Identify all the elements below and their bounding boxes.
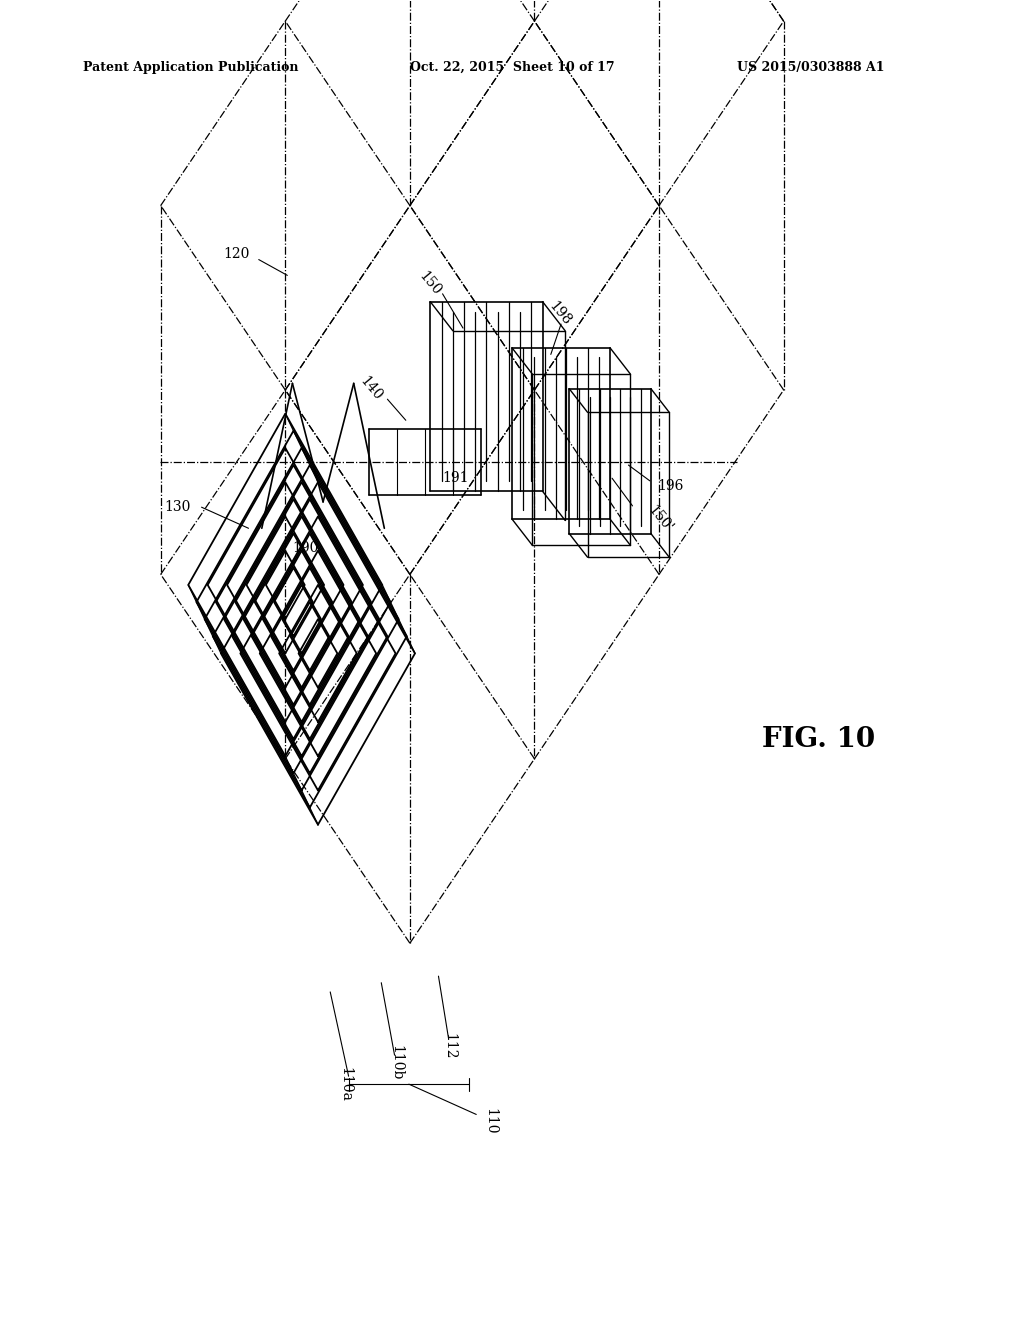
Text: 110b: 110b <box>389 1045 403 1081</box>
Text: 120: 120 <box>223 247 250 261</box>
Text: 130: 130 <box>164 500 190 515</box>
Text: Patent Application Publication: Patent Application Publication <box>83 61 299 74</box>
Text: 191: 191 <box>442 471 469 486</box>
Text: 196: 196 <box>657 479 683 494</box>
Text: 110: 110 <box>483 1107 498 1134</box>
Text: 110a: 110a <box>338 1067 352 1102</box>
Text: Oct. 22, 2015  Sheet 10 of 17: Oct. 22, 2015 Sheet 10 of 17 <box>410 61 614 74</box>
Text: FIG. 10: FIG. 10 <box>762 726 874 752</box>
Text: 190: 190 <box>293 541 318 554</box>
Text: 112: 112 <box>442 1032 457 1059</box>
Text: 150: 150 <box>417 269 444 298</box>
Text: 198: 198 <box>546 298 573 329</box>
Text: 150': 150' <box>645 503 675 535</box>
Text: 140: 140 <box>357 374 385 404</box>
Text: US 2015/0303888 A1: US 2015/0303888 A1 <box>736 61 884 74</box>
